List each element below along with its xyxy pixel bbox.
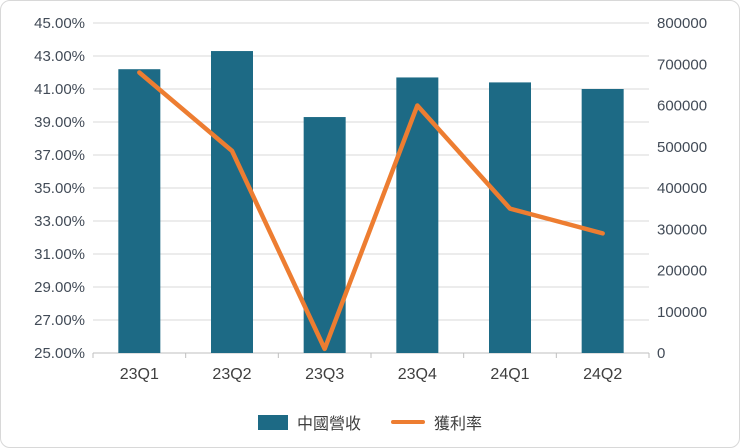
- x-axis-label-24Q2: 24Q2: [583, 366, 622, 383]
- right-axis-tick-label: 100000: [657, 304, 707, 321]
- left-axis-tick-label: 43.00%: [34, 48, 85, 65]
- right-axis-tick-label: 0: [657, 345, 665, 362]
- legend-label-revenue: 中國營收: [296, 416, 361, 433]
- profit-margin-line: [137, 70, 605, 352]
- right-axis-tick-label: 500000: [657, 139, 707, 156]
- right-axis-tick-label: 300000: [657, 221, 707, 238]
- right-axis-tick-label: 400000: [657, 180, 707, 197]
- left-axis-tick-label: 45.00%: [34, 15, 85, 32]
- left-axis-tick-label: 25.00%: [34, 345, 85, 362]
- x-axis-label-23Q3: 23Q3: [305, 366, 344, 383]
- right-axis-tick-label: 700000: [657, 56, 707, 73]
- x-axis-label-23Q2: 23Q2: [212, 366, 251, 383]
- line-series-swatch: [391, 420, 425, 424]
- right-axis-tick-label: 200000: [657, 263, 707, 280]
- left-axis-tick-label: 31.00%: [34, 246, 85, 263]
- left-axis-tick-label: 37.00%: [34, 147, 85, 164]
- bar-24Q2: [581, 89, 624, 353]
- x-axis-label-23Q1: 23Q1: [120, 366, 159, 383]
- bar-23Q1: [118, 69, 161, 353]
- bar-24Q1: [489, 82, 531, 354]
- chart-legend: 中國營收 獲利率: [1, 397, 739, 447]
- left-axis-tick-label: 41.00%: [34, 81, 85, 98]
- bar-series-swatch: [257, 414, 288, 430]
- legend-label-margin: 獲利率: [434, 416, 483, 433]
- left-axis-tick-label: 29.00%: [34, 279, 85, 296]
- legend-item-margin: 獲利率: [391, 410, 482, 434]
- right-axis-tick-label: 800000: [657, 15, 707, 32]
- bar-23Q2: [211, 51, 253, 354]
- right-axis-tick-label: 600000: [657, 98, 707, 115]
- left-axis-tick-label: 33.00%: [34, 213, 85, 230]
- x-axis-label-24Q1: 24Q1: [490, 366, 529, 383]
- left-axis-tick-label: 27.00%: [34, 312, 85, 329]
- left-axis-tick-label: 39.00%: [34, 114, 85, 131]
- legend-item-revenue: 中國營收: [257, 410, 361, 434]
- left-axis-tick-label: 35.00%: [34, 180, 85, 197]
- combo-chart: 25.00% 27.00% 29.00% 31.00% 33.00% 35.00% 37.0…: [34, 15, 707, 383]
- x-axis-label-23Q4: 23Q4: [398, 366, 437, 383]
